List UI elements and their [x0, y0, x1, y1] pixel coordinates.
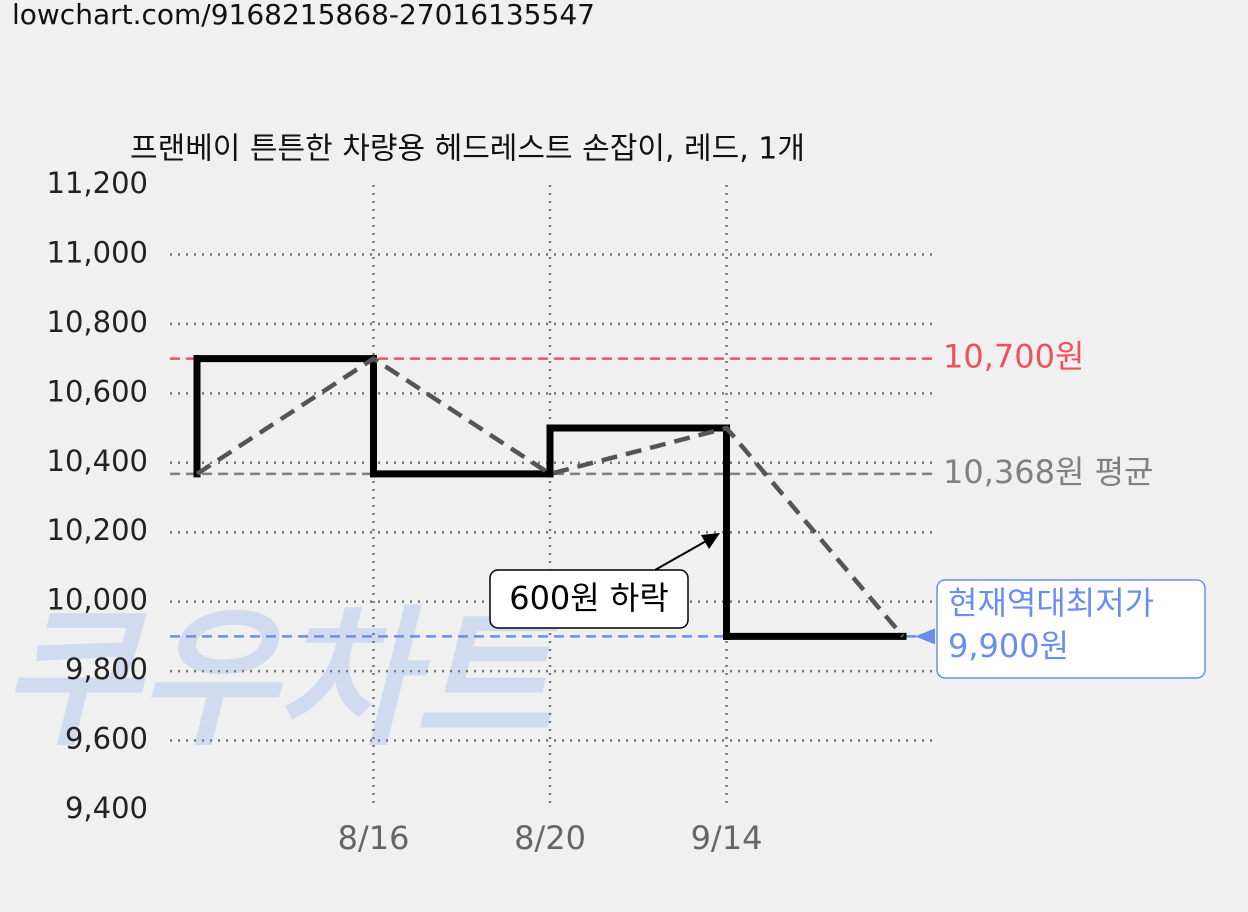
label-box [936, 579, 1206, 679]
y-tick-label: 9,600 [65, 722, 148, 756]
y-tick-label: 11,200 [47, 166, 148, 200]
x-tick-label: 8/20 [514, 819, 586, 857]
chart-title: 프랜베이 튼튼한 차량용 헤드레스트 손잡이, 레드, 1개 [130, 132, 805, 167]
y-tick-label: 10,200 [47, 513, 148, 547]
watermark: 쿠우차트 [0, 593, 561, 767]
y-tick-label: 9,400 [65, 791, 148, 825]
url: lowchart.com/9168215868-27016135547 [12, 0, 595, 31]
reference-label: 9,900원 [948, 627, 1069, 665]
reference-label: 10,368원 평균 [943, 453, 1153, 491]
annotation-arrow [654, 539, 709, 571]
y-tick-label: 10,600 [47, 374, 148, 408]
y-tick-label: 10,400 [47, 444, 148, 478]
arrow-head [701, 533, 720, 549]
reference-label: 10,700원 [943, 338, 1084, 376]
x-tick-label: 9/14 [691, 819, 763, 857]
y-tick-label: 10,000 [47, 583, 148, 617]
y-tick-label: 10,800 [47, 305, 148, 339]
annotation: 600원 하락 [509, 579, 669, 617]
pointer [915, 628, 935, 645]
x-tick-label: 8/16 [338, 819, 410, 857]
reference-name: 현재역대최저가 [948, 584, 1154, 622]
trend-line [195, 355, 905, 638]
annotation-box [489, 569, 689, 629]
y-tick-label: 9,800 [65, 652, 148, 686]
y-tick-label: 11,000 [47, 235, 148, 269]
